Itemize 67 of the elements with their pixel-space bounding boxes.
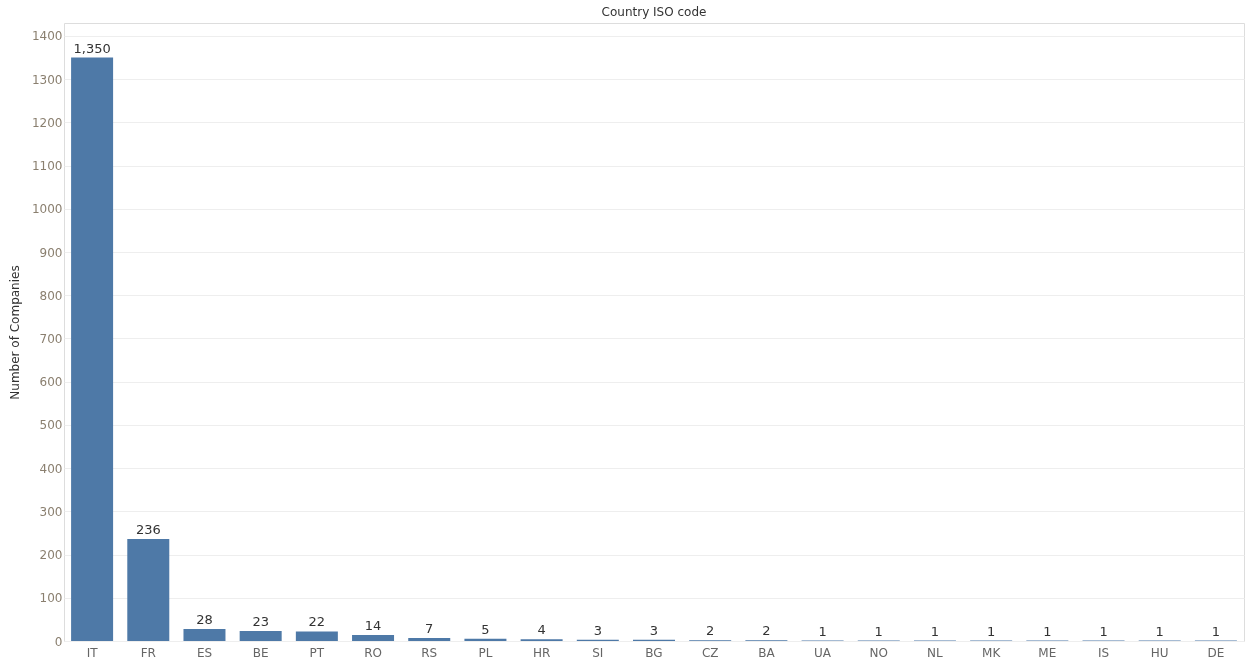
x-tick-label: NO — [869, 645, 888, 660]
data-label: 3 — [593, 622, 602, 638]
data-label: 1 — [987, 623, 996, 639]
y-tick-label: 600 — [39, 375, 63, 390]
y-tick-label: 1400 — [31, 29, 63, 44]
data-label: 1 — [1043, 623, 1052, 639]
y-tick-label: 1300 — [31, 72, 63, 87]
bar — [352, 634, 395, 641]
data-label: 7 — [425, 620, 434, 636]
x-tick-label: PL — [478, 645, 493, 660]
x-tick-label: IS — [1097, 645, 1110, 660]
data-label: 1 — [818, 623, 827, 639]
x-tick-label: BE — [252, 645, 269, 660]
data-label: 1 — [1155, 623, 1164, 639]
data-label: 1,350 — [73, 40, 111, 56]
y-tick-label: 1200 — [31, 115, 63, 130]
x-tick-label: BA — [758, 645, 776, 660]
bar — [464, 638, 507, 641]
bar — [183, 628, 226, 641]
bar — [127, 539, 170, 641]
data-label: 28 — [196, 611, 213, 627]
x-tick-label: SI — [592, 645, 604, 660]
y-tick-label: 200 — [39, 548, 63, 563]
x-tick-label: HR — [532, 645, 551, 660]
data-label: 5 — [481, 621, 490, 637]
x-tick-label: HU — [1150, 645, 1169, 660]
y-tick-label: 300 — [39, 504, 63, 519]
x-tick-label: UA — [814, 645, 832, 660]
y-tick-label: 800 — [39, 288, 63, 303]
data-label: 4 — [537, 622, 546, 638]
y-tick-label: 900 — [39, 245, 63, 260]
y-tick-label: 400 — [39, 461, 63, 476]
y-tick-label: 100 — [39, 591, 63, 606]
chart-title: Country ISO code — [601, 5, 707, 19]
y-tick-label: 0 — [54, 634, 63, 649]
data-label: 1 — [930, 623, 940, 639]
y-tick-label: 700 — [39, 331, 63, 346]
x-tick-label: PT — [309, 645, 325, 660]
bar — [295, 631, 338, 641]
x-tick-label: IT — [86, 645, 99, 660]
y-tick-label: 500 — [39, 418, 63, 433]
x-tick-label: MK — [982, 645, 1002, 660]
data-label: 236 — [135, 522, 161, 538]
bar — [71, 57, 114, 641]
x-tick-label: FR — [140, 645, 156, 660]
y-tick-label: 1000 — [31, 202, 63, 217]
y-tick-label: 1100 — [31, 159, 63, 174]
data-label: 2 — [706, 623, 715, 639]
x-tick-label: DE — [1207, 645, 1225, 660]
x-tick-label: RO — [364, 645, 382, 660]
x-tick-label: BG — [645, 645, 663, 660]
data-label: 1 — [1099, 623, 1108, 639]
data-label: 2 — [762, 623, 771, 639]
data-label: 3 — [649, 622, 659, 638]
data-label: 22 — [308, 614, 326, 630]
bar — [408, 637, 451, 641]
x-tick-label: ES — [196, 645, 213, 660]
bar — [239, 631, 282, 641]
data-label: 14 — [364, 617, 382, 633]
x-tick-label: ME — [1038, 645, 1057, 660]
data-label: 1 — [874, 623, 883, 639]
data-label: 23 — [252, 614, 269, 630]
x-tick-label: CZ — [701, 645, 719, 660]
x-tick-label: NL — [927, 645, 944, 660]
y-axis-title: Number of Companies — [7, 265, 22, 400]
data-label: 1 — [1211, 623, 1221, 639]
x-tick-label: RS — [421, 645, 438, 660]
